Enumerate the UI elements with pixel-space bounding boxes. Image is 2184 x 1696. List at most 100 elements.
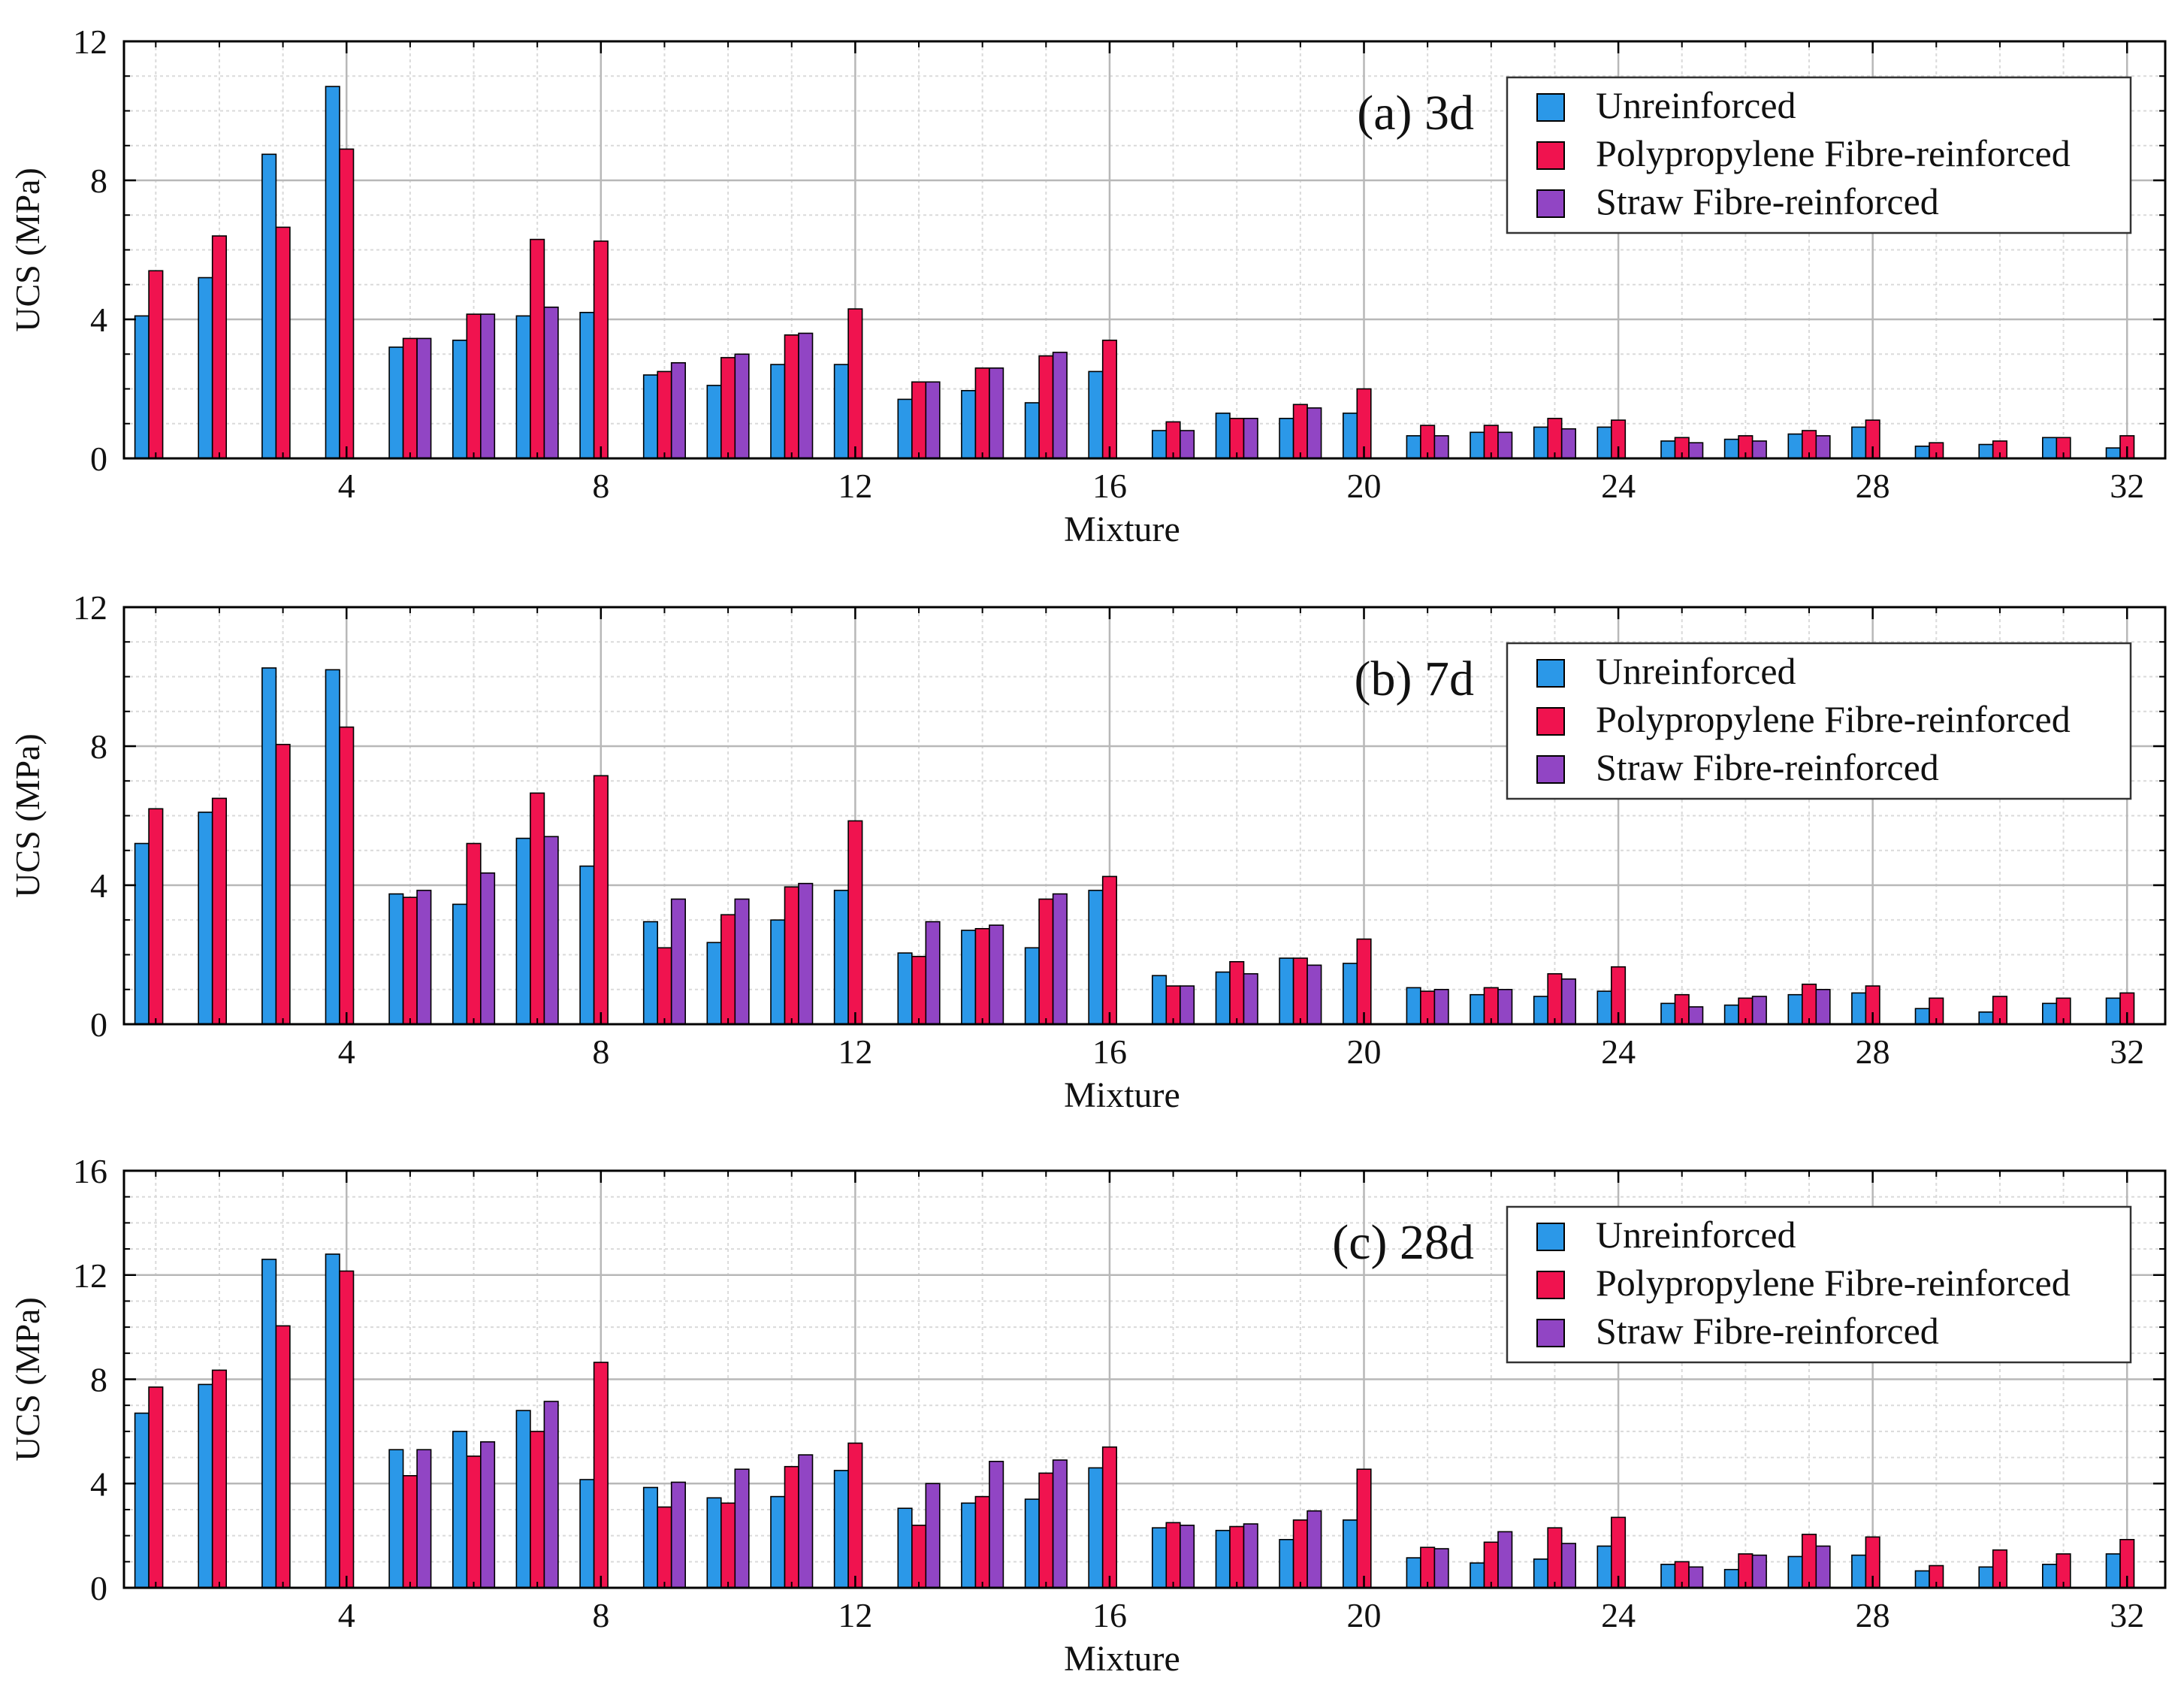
bar-unreinforced-7	[515, 1410, 531, 1589]
x-axis-label: Mixture	[1064, 1639, 1180, 1679]
x-tick-label: 12	[838, 1032, 872, 1071]
bar-unreinforced-7	[515, 837, 531, 1025]
bar-polypropylene-fibre-reinforced-5	[402, 1475, 418, 1589]
bar-straw-fibre-reinforced-14	[989, 367, 1004, 459]
bar-unreinforced-1	[134, 1412, 150, 1589]
bar-straw-fibre-reinforced-10	[734, 898, 750, 1025]
bar-unreinforced-6	[452, 1431, 468, 1589]
chart-panel-3: 4 8 12 16 20 24 28 32 0 4 8 12 16 Mixture UCS (MPa) (c)…	[8, 1152, 2167, 1679]
bar-straw-fibre-reinforced-22	[1497, 431, 1513, 459]
legend-swatch	[1536, 707, 1565, 736]
bar-unreinforced-5	[388, 893, 404, 1025]
bar-polypropylene-fibre-reinforced-14	[974, 367, 990, 459]
y-axis-label: UCS (MPa)	[8, 733, 47, 898]
panel-label: (a) 3d	[1357, 86, 1474, 141]
legend-swatch	[1536, 1223, 1565, 1251]
bar-polypropylene-fibre-reinforced-19	[1292, 1519, 1308, 1589]
bar-straw-fibre-reinforced-13	[925, 381, 941, 459]
bar-polypropylene-fibre-reinforced-3	[275, 1325, 291, 1589]
bar-unreinforced-16	[1088, 370, 1104, 459]
bar-straw-fibre-reinforced-25	[1688, 1006, 1704, 1025]
y-axis-label: UCS (MPa)	[8, 1297, 47, 1462]
x-axis-label: Mixture	[1064, 1075, 1180, 1115]
bar-polypropylene-fibre-reinforced-11	[784, 334, 799, 459]
bar-straw-fibre-reinforced-22	[1497, 1531, 1513, 1589]
legend-swatch	[1536, 189, 1565, 218]
bar-polypropylene-fibre-reinforced-3	[275, 226, 291, 459]
bar-straw-fibre-reinforced-17	[1180, 1525, 1195, 1589]
bar-straw-fibre-reinforced-26	[1751, 440, 1767, 459]
x-tick-label: 32	[2110, 467, 2144, 505]
bar-polypropylene-fibre-reinforced-14	[974, 928, 990, 1025]
bar-polypropylene-fibre-reinforced-7	[530, 1431, 545, 1589]
bar-straw-fibre-reinforced-15	[1052, 893, 1068, 1025]
legend: Unreinforced Polypropylene Fibre-reinforc…	[1506, 1205, 2132, 1364]
bar-polypropylene-fibre-reinforced-1	[148, 1386, 164, 1589]
bar-unreinforced-30	[1978, 1566, 1994, 1589]
y-axis-label: UCS (MPa)	[8, 168, 47, 332]
bar-straw-fibre-reinforced-18	[1243, 973, 1258, 1025]
bar-unreinforced-17	[1152, 1527, 1168, 1589]
bar-unreinforced-17	[1152, 975, 1168, 1025]
bar-polypropylene-fibre-reinforced-18	[1229, 961, 1245, 1025]
legend-label: Straw Fibre-reinforced	[1596, 1310, 1939, 1352]
bar-polypropylene-fibre-reinforced-2	[211, 235, 228, 459]
bar-polypropylene-fibre-reinforced-16	[1101, 339, 1117, 459]
bar-unreinforced-24	[1596, 1545, 1612, 1589]
bar-straw-fibre-reinforced-11	[798, 882, 814, 1025]
bar-straw-fibre-reinforced-14	[989, 1461, 1004, 1589]
bar-straw-fibre-reinforced-5	[416, 337, 432, 459]
bar-unreinforced-7	[515, 315, 531, 459]
bar-straw-fibre-reinforced-6	[479, 1441, 496, 1589]
x-tick-label: 24	[1601, 1596, 1636, 1634]
x-tick-label: 28	[1856, 1032, 1890, 1071]
bar-unreinforced-32	[2105, 447, 2121, 459]
bar-straw-fibre-reinforced-7	[543, 836, 559, 1025]
bar-straw-fibre-reinforced-19	[1306, 964, 1322, 1025]
bar-unreinforced-16	[1088, 1467, 1104, 1589]
bar-unreinforced-4	[325, 669, 340, 1025]
bar-polypropylene-fibre-reinforced-5	[402, 896, 418, 1025]
bar-polypropylene-fibre-reinforced-23	[1547, 973, 1563, 1025]
legend-label: Unreinforced	[1596, 1214, 1796, 1256]
bar-unreinforced-20	[1343, 963, 1358, 1025]
bar-straw-fibre-reinforced-27	[1815, 989, 1831, 1025]
bar-unreinforced-11	[770, 364, 786, 459]
bar-straw-fibre-reinforced-9	[670, 361, 687, 459]
bar-unreinforced-12	[833, 890, 849, 1025]
y-tick-label: 8	[90, 162, 107, 200]
bar-polypropylene-fibre-reinforced-20	[1356, 938, 1372, 1025]
bar-unreinforced-17	[1152, 430, 1168, 459]
bar-unreinforced-5	[388, 1449, 404, 1589]
bar-straw-fibre-reinforced-22	[1497, 989, 1513, 1025]
bar-polypropylene-fibre-reinforced-9	[657, 947, 672, 1025]
bar-polypropylene-fibre-reinforced-8	[593, 775, 609, 1025]
bar-unreinforced-15	[1024, 1498, 1040, 1589]
bar-unreinforced-31	[2042, 437, 2058, 459]
bar-straw-fibre-reinforced-9	[670, 898, 687, 1025]
chart-panel-2: 4 8 12 16 20 24 28 32 0 4 8 12 Mixture UCS (MPa) (b) 7…	[8, 588, 2167, 1115]
bar-unreinforced-31	[2042, 1002, 2058, 1025]
bar-unreinforced-26	[1723, 1004, 1739, 1025]
bar-polypropylene-fibre-reinforced-22	[1483, 1541, 1499, 1589]
legend-swatch	[1536, 93, 1565, 122]
bar-straw-fibre-reinforced-11	[798, 1454, 814, 1589]
bar-polypropylene-fibre-reinforced-5	[402, 337, 418, 459]
legend-box	[1506, 1205, 2132, 1364]
bar-unreinforced-1	[134, 842, 150, 1025]
bar-polypropylene-fibre-reinforced-4	[339, 1270, 355, 1589]
bar-unreinforced-28	[1851, 426, 1867, 459]
bar-straw-fibre-reinforced-6	[479, 872, 496, 1025]
bar-unreinforced-18	[1215, 413, 1231, 459]
bar-unreinforced-15	[1024, 947, 1040, 1025]
x-tick-label: 28	[1856, 467, 1890, 505]
bar-polypropylene-fibre-reinforced-10	[720, 357, 736, 459]
x-tick-label: 8	[592, 1032, 609, 1071]
bar-polypropylene-fibre-reinforced-23	[1547, 1527, 1563, 1589]
panel-label: (b) 7d	[1355, 651, 1474, 706]
y-tick-label: 12	[73, 588, 107, 627]
bar-polypropylene-fibre-reinforced-17	[1165, 1522, 1181, 1589]
bar-straw-fibre-reinforced-7	[543, 306, 559, 459]
bar-polypropylene-fibre-reinforced-19	[1292, 957, 1308, 1025]
bar-straw-fibre-reinforced-26	[1751, 996, 1767, 1025]
